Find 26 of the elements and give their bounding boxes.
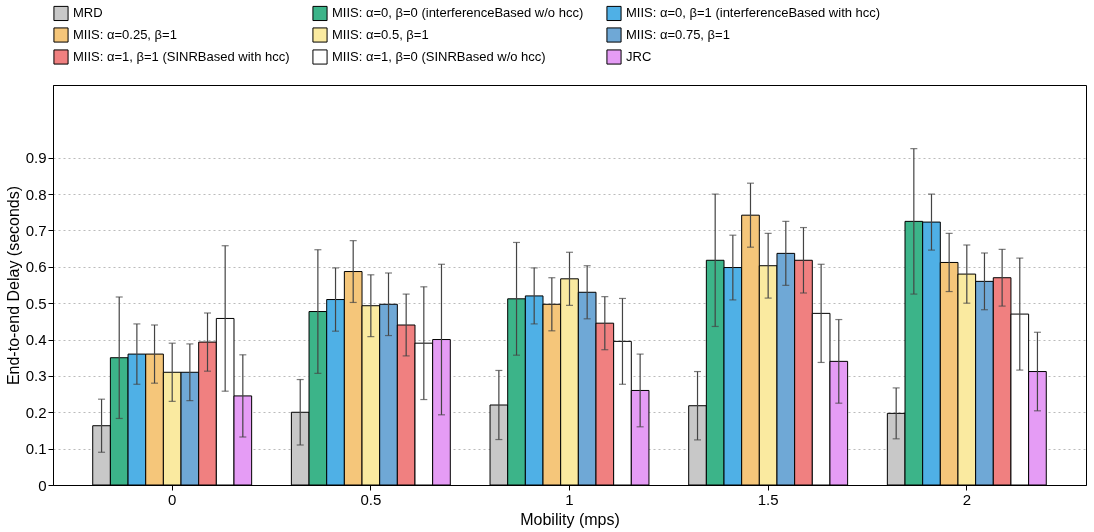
x-tick-label: 0 (168, 490, 177, 508)
x-tick-label: 1 (565, 490, 574, 508)
y-axis-title: End-to-end Delay (seconds) (4, 185, 22, 386)
y-tick-label: 0.1 (25, 440, 47, 458)
legend-label: MIIS: α=1, β=1 (SINRBased with hcc) (73, 49, 290, 64)
y-tick-label: 0.2 (25, 403, 47, 421)
legend-label: MIIS: α=1, β=0 (SINRBased w/o hcc) (332, 49, 546, 64)
y-tick-label: 0.4 (25, 331, 47, 349)
legend-label: MIIS: α=0.25, β=1 (73, 27, 177, 42)
x-tick-label: 0.5 (360, 490, 382, 508)
y-tick-label: 0.5 (25, 294, 47, 312)
y-tick-label: 0.9 (25, 149, 47, 167)
y-tick-label: 0.6 (25, 258, 47, 276)
legend-label: MIIS: α=0.75, β=1 (626, 27, 730, 42)
legend-label: MIIS: α=0, β=1 (interferenceBased with hcc) (626, 5, 881, 21)
y-tick-label: 0.7 (25, 221, 47, 239)
legend-label: MRD (73, 5, 103, 21)
legend-label: JRC (626, 49, 652, 64)
x-tick-label: 1.5 (757, 490, 779, 508)
legend-label: MIIS: α=0, β=0 (interferenceBased w/o hcc) (332, 5, 584, 21)
x-axis-title: Mobility (mps) (520, 510, 620, 528)
legend-label: MIIS: α=0.5, β=1 (332, 27, 429, 42)
y-tick-label: 0 (38, 476, 47, 494)
y-tick-label: 0.8 (25, 185, 47, 203)
x-tick-label: 2 (962, 490, 971, 508)
y-tick-label: 0.3 (25, 367, 47, 385)
